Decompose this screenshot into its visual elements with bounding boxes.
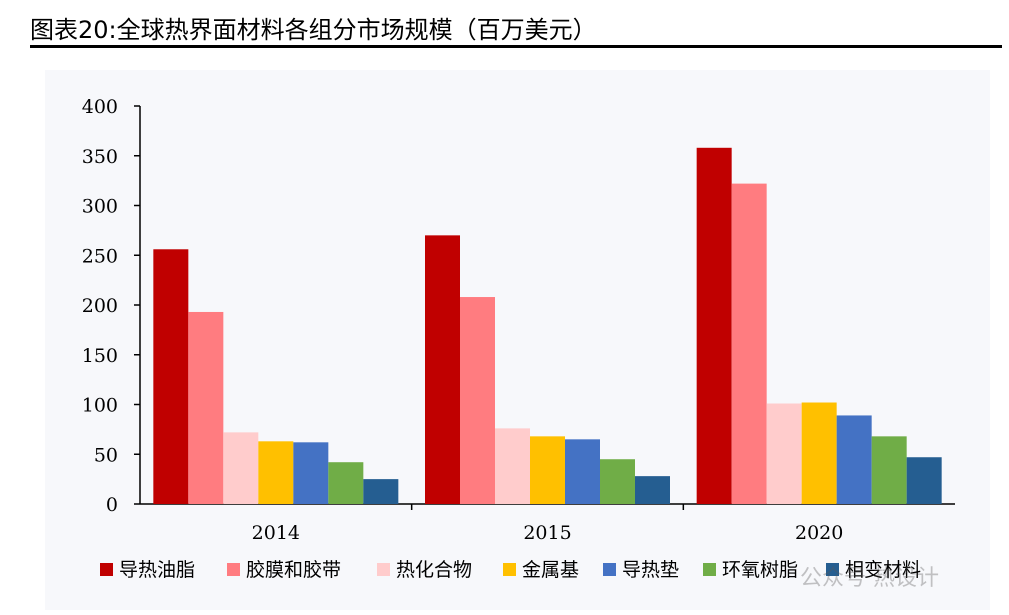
x-axis: 2014 2015 2020 — [140, 503, 955, 544]
bar-2020-6 — [871, 436, 907, 504]
bar-2015-1 — [425, 235, 460, 504]
title-rule — [30, 45, 1002, 48]
legend: 导热油脂 胶膜和胶带 热化合物 金属基 导热垫 环氧树脂 相变材料 — [100, 559, 921, 581]
legend-swatch — [503, 563, 516, 576]
legend-swatch — [227, 563, 240, 576]
watermark: 公众号 热设计 — [800, 566, 939, 591]
bar-2014-5 — [293, 442, 329, 504]
legend-swatch — [377, 563, 390, 576]
bar-2014-7 — [363, 479, 399, 504]
bars — [153, 147, 942, 505]
bar-2020-3 — [766, 403, 802, 504]
y-axis: 0 50 100 150 200 250 300 350 400 — [82, 96, 141, 516]
bar-2020-1 — [696, 147, 732, 505]
y-tick-label: 350 — [82, 146, 118, 168]
bar-2014-6 — [328, 462, 364, 504]
bar-2015-6 — [600, 459, 635, 504]
legend-label: 相变材料 — [845, 559, 921, 581]
legend-label: 胶膜和胶带 — [246, 559, 341, 581]
legend-label: 金属基 — [522, 559, 579, 581]
y-tick-label: 50 — [94, 444, 118, 466]
bar-2020-7 — [906, 457, 942, 504]
legend-label: 导热油脂 — [119, 559, 195, 581]
legend-label: 热化合物 — [396, 559, 472, 581]
bar-2014-3 — [223, 432, 259, 504]
bar-2020-5 — [836, 415, 872, 504]
legend-swatch — [603, 563, 616, 576]
legend-label: 导热垫 — [622, 559, 679, 581]
bar-2020-2 — [731, 183, 767, 505]
y-tick-label: 250 — [82, 245, 118, 267]
y-tick-label: 200 — [82, 295, 118, 317]
bar-2014-2 — [188, 311, 224, 504]
bar-2014-1 — [153, 249, 189, 504]
y-tick-label: 400 — [82, 96, 118, 118]
legend-swatch — [703, 563, 716, 576]
y-tick-label: 100 — [82, 395, 118, 417]
x-category-label: 2014 — [252, 522, 300, 544]
y-tick-label: 150 — [82, 345, 118, 367]
bar-2014-4 — [258, 441, 294, 504]
y-tick-label: 300 — [82, 196, 118, 218]
legend-swatch — [826, 563, 839, 576]
figure-title: 图表20:全球热界面材料各组分市场规模（百万美元） — [30, 16, 597, 44]
bar-2015-2 — [460, 297, 495, 504]
bar-2015-4 — [530, 436, 565, 504]
legend-swatch — [100, 563, 113, 576]
x-category-label: 2015 — [523, 522, 571, 544]
x-category-label: 2020 — [795, 522, 843, 544]
bar-2015-5 — [565, 439, 600, 504]
bar-2020-4 — [801, 402, 837, 504]
y-tick-label: 0 — [106, 494, 118, 516]
legend-label: 环氧树脂 — [722, 559, 798, 581]
bar-2015-7 — [635, 476, 670, 504]
bar-2015-3 — [495, 428, 530, 504]
